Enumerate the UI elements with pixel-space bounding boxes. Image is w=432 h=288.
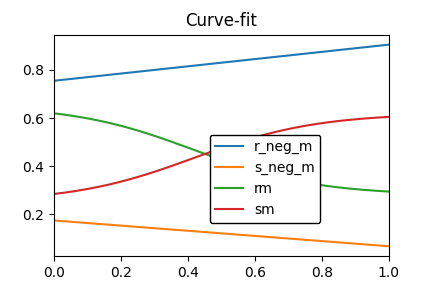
rm	[251, 168, 256, 172]
r_neg_m	[250, 58, 255, 61]
r_neg_m	[256, 57, 261, 60]
rm	[334, 185, 339, 189]
Legend: r_neg_m, s_neg_m, rm, sm: r_neg_m, s_neg_m, rm, sm	[210, 134, 320, 223]
sm	[256, 134, 261, 138]
sm	[51, 192, 57, 196]
Title: Curve-fit: Curve-fit	[185, 12, 257, 30]
s_neg_m	[256, 234, 261, 238]
sm	[250, 137, 255, 140]
s_neg_m	[386, 245, 391, 248]
Line: rm: rm	[54, 113, 389, 192]
sm	[334, 120, 339, 123]
r_neg_m	[53, 79, 58, 82]
rm	[355, 187, 360, 191]
r_neg_m	[251, 58, 256, 61]
sm	[355, 118, 360, 121]
rm	[51, 111, 57, 115]
s_neg_m	[334, 240, 339, 244]
sm	[386, 115, 391, 119]
rm	[256, 170, 261, 174]
Line: r_neg_m: r_neg_m	[54, 45, 389, 81]
r_neg_m	[334, 49, 339, 52]
r_neg_m	[386, 43, 391, 46]
s_neg_m	[355, 242, 360, 246]
s_neg_m	[51, 219, 57, 222]
sm	[251, 136, 256, 140]
r_neg_m	[355, 46, 360, 50]
s_neg_m	[53, 219, 58, 222]
Line: sm: sm	[54, 117, 389, 194]
r_neg_m	[51, 79, 57, 82]
sm	[53, 192, 58, 196]
rm	[250, 168, 255, 172]
rm	[53, 112, 58, 115]
s_neg_m	[250, 234, 255, 237]
Line: s_neg_m: s_neg_m	[54, 221, 389, 246]
rm	[386, 190, 391, 193]
s_neg_m	[251, 234, 256, 238]
